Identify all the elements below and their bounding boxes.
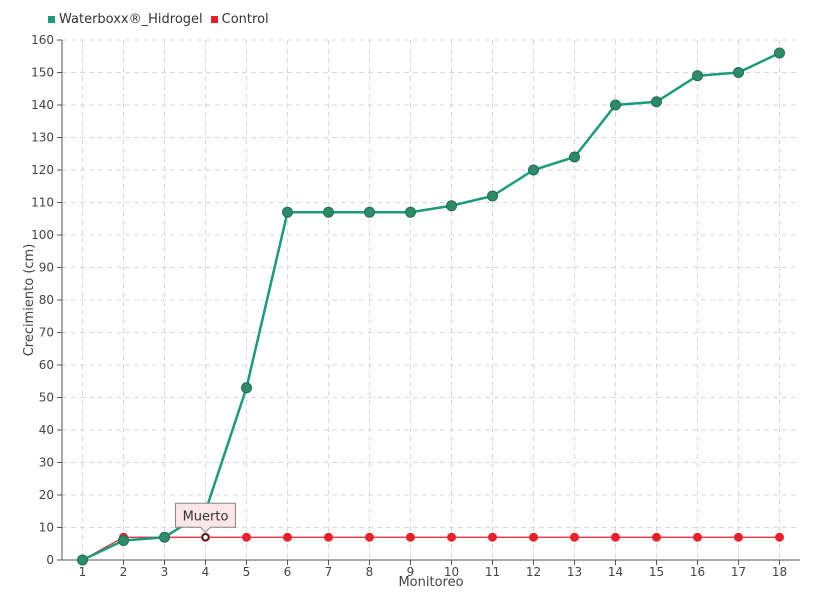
data-point-waterboxx[interactable] xyxy=(118,535,129,546)
data-point-waterboxx[interactable] xyxy=(774,47,785,59)
x-tick-label: 10 xyxy=(444,565,459,579)
y-axis-title: Crecimiento (cm) xyxy=(22,244,37,357)
legend-item-waterboxx[interactable]: Waterboxx®_Hidrogel xyxy=(48,12,203,27)
data-point-control[interactable] xyxy=(693,532,702,542)
y-tick-label: 100 xyxy=(31,228,54,242)
legend-label-waterboxx: Waterboxx®_Hidrogel xyxy=(59,12,203,27)
tick-labels: 0102030405060708090100110120130140150160… xyxy=(31,33,787,579)
data-point-waterboxx[interactable] xyxy=(528,164,539,176)
data-point-control[interactable] xyxy=(406,532,415,542)
y-tick-label: 80 xyxy=(39,293,54,307)
data-point-waterboxx[interactable] xyxy=(487,190,498,202)
x-axis-title: Monitoreo xyxy=(398,575,463,590)
data-point-waterboxx[interactable] xyxy=(159,531,170,543)
data-point-control[interactable] xyxy=(324,532,333,542)
y-tick-label: 70 xyxy=(39,326,54,340)
y-tick-label: 30 xyxy=(39,456,54,470)
data-point-control[interactable] xyxy=(775,532,784,542)
x-tick-label: 4 xyxy=(202,565,210,579)
axes xyxy=(57,39,800,565)
data-point-waterboxx[interactable] xyxy=(241,382,252,394)
tooltip-text: Muerto xyxy=(183,509,229,524)
series-line-control xyxy=(82,536,780,561)
x-tick-label: 15 xyxy=(649,565,664,579)
x-tick-label: 5 xyxy=(243,565,251,579)
x-tick-label: 8 xyxy=(366,565,374,579)
data-point-waterboxx[interactable] xyxy=(282,206,293,218)
x-tick-label: 14 xyxy=(608,565,623,579)
legend-item-control[interactable]: Control xyxy=(210,12,269,27)
data-point-waterboxx[interactable] xyxy=(733,67,744,78)
data-point-waterboxx[interactable] xyxy=(364,206,375,218)
legend-swatch-control xyxy=(210,16,218,23)
data-point-control[interactable] xyxy=(611,532,620,542)
x-tick-label: 7 xyxy=(325,565,333,579)
x-tick-label: 12 xyxy=(526,565,541,579)
legend-swatch-waterboxx xyxy=(48,16,55,23)
x-tick-label: 9 xyxy=(407,565,415,579)
x-tick-label: 1 xyxy=(79,565,87,579)
data-point-control[interactable] xyxy=(570,532,579,542)
y-tick-label: 60 xyxy=(39,358,54,372)
y-tick-label: 90 xyxy=(39,261,54,275)
x-tick-label: 11 xyxy=(485,565,500,579)
y-tick-label: 160 xyxy=(31,33,54,47)
x-tick-label: 17 xyxy=(731,565,746,579)
data-point-waterboxx[interactable] xyxy=(405,206,416,218)
grid xyxy=(62,39,800,560)
data-point-control[interactable] xyxy=(734,532,743,542)
y-tick-label: 40 xyxy=(39,423,54,437)
y-tick-label: 130 xyxy=(31,131,54,145)
data-point-control[interactable] xyxy=(529,532,538,542)
data-point-waterboxx[interactable] xyxy=(446,200,457,212)
y-tick-label: 150 xyxy=(31,66,54,80)
x-tick-label: 16 xyxy=(690,565,705,579)
y-tick-label: 120 xyxy=(31,163,54,177)
x-tick-label: 6 xyxy=(284,565,292,579)
data-point-control[interactable] xyxy=(283,532,292,542)
y-tick-label: 110 xyxy=(31,196,54,210)
series-line-waterboxx xyxy=(81,51,781,562)
data-point-waterboxx[interactable] xyxy=(651,96,662,108)
y-tick-label: 10 xyxy=(39,521,54,535)
y-tick-label: 0 xyxy=(46,553,54,567)
data-point-waterboxx[interactable] xyxy=(323,206,334,218)
x-tick-label: 13 xyxy=(567,565,582,579)
data-point-control[interactable] xyxy=(488,532,497,542)
data-point-waterboxx[interactable] xyxy=(77,554,88,566)
tooltip-marker xyxy=(201,533,210,541)
series-group xyxy=(77,47,785,566)
data-point-waterboxx[interactable] xyxy=(610,99,621,111)
y-tick-label: 140 xyxy=(31,98,54,112)
legend-label-control: Control xyxy=(221,12,269,27)
data-point-control[interactable] xyxy=(242,532,251,542)
y-tick-label: 50 xyxy=(39,391,54,405)
data-point-control[interactable] xyxy=(652,532,661,542)
data-point-control[interactable] xyxy=(447,532,456,542)
data-point-waterboxx[interactable] xyxy=(569,151,580,163)
x-tick-label: 18 xyxy=(772,565,787,579)
data-point-control[interactable] xyxy=(365,532,374,542)
tooltip-box xyxy=(175,502,236,533)
x-tick-label: 2 xyxy=(120,565,128,579)
x-tick-label: 3 xyxy=(161,565,169,579)
legend: Waterboxx®_Hidrogel Control xyxy=(48,12,269,27)
tooltip: Muerto xyxy=(175,502,236,541)
y-tick-label: 20 xyxy=(39,488,54,502)
data-point-waterboxx[interactable] xyxy=(692,70,703,82)
